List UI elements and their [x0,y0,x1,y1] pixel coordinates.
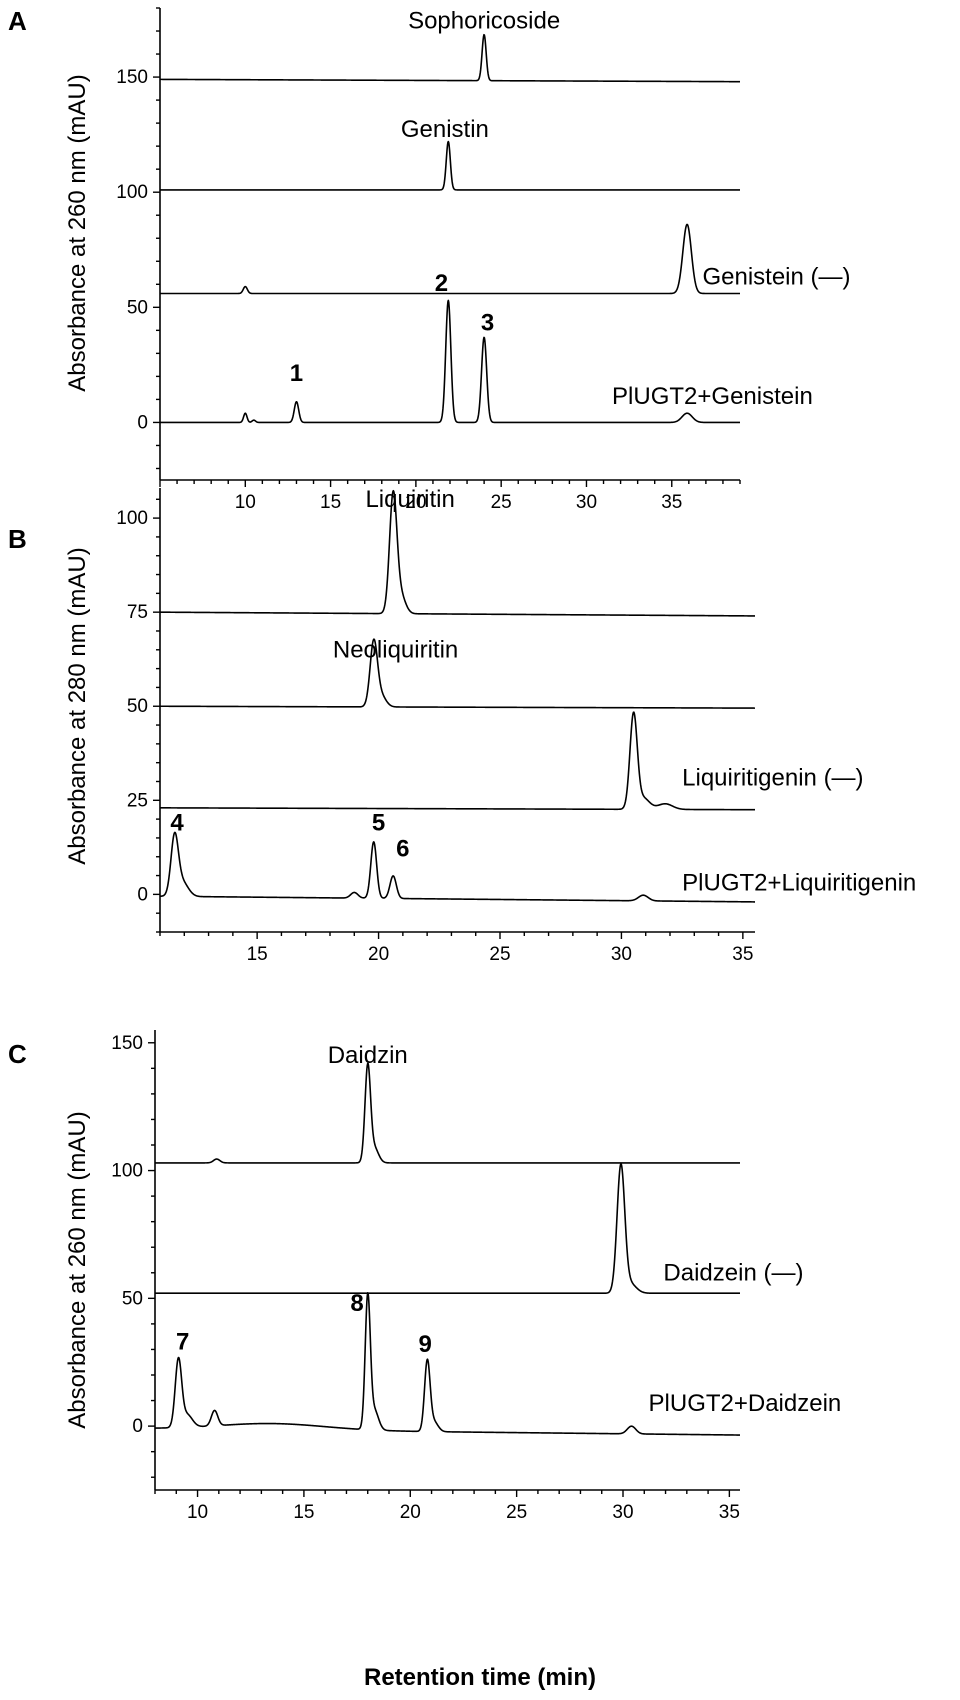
x-tick-label: 15 [247,944,268,965]
panel-c-y-axis-label: Absorbance at 260 nm (mAU) [64,1111,91,1428]
x-tick-label: 10 [235,492,256,513]
trace-label: Sophoricoside [408,8,560,35]
x-tick-label: 15 [320,492,341,513]
panel-b-y-axis-label: Absorbance at 280 nm (mAU) [64,547,91,864]
panel-a-y-axis-label: Absorbance at 260 nm (mAU) [64,74,91,391]
trace-line [159,489,756,617]
trace-line [154,1162,741,1295]
panel-b: B Absorbance at 280 nm (mAU) 0 25 50 75 100 1… [8,486,916,965]
x-tick-label: 30 [612,1502,633,1523]
y-tick-label: 0 [137,884,148,905]
trace-label: PlUGT2+Genistein [612,383,813,410]
x-tick-label: 35 [661,492,682,513]
x-tick-label: 30 [611,944,632,965]
peak-number-label: 1 [290,360,303,387]
trace-label: Liquiritigenin (—) [682,764,863,791]
peak-number-label: 2 [435,270,448,297]
trace-label: PlUGT2+Liquiritigenin [682,870,916,897]
peak-number-label: 4 [170,809,184,836]
x-tick-label: 20 [368,944,389,965]
trace-label: Liquiritin [365,486,454,513]
y-tick-label: 100 [116,182,148,203]
x-tick-label: 15 [293,1502,314,1523]
x-tick-label: 25 [491,492,512,513]
peak-number-label: 8 [350,1290,363,1317]
x-tick-label: 25 [489,944,510,965]
peak-number-label: 5 [372,809,385,836]
x-tick-label: 35 [719,1502,740,1523]
peak-number-label: 3 [481,309,494,336]
y-tick-label: 50 [127,696,148,717]
y-tick-label: 50 [122,1288,143,1309]
trace-label: Daidzin [328,1042,408,1069]
panel-a-letter: A [8,6,27,36]
x-tick-label: 35 [732,944,753,965]
panel-b-letter: B [8,524,27,554]
trace-line [159,140,741,191]
y-tick-label: 50 [127,297,148,318]
y-tick-label: 75 [127,602,148,623]
trace-line [159,831,756,903]
trace-label: Neoliquiritin [333,636,458,663]
panel-a: A Absorbance at 260 nm (mAU) 0 50 100 150 10… [8,6,851,513]
trace-line [154,1292,741,1436]
x-tick-label: 10 [187,1502,208,1523]
y-tick-label: 150 [111,1033,143,1054]
panel-c: C Absorbance at 260 nm (mAU) 0 50 100 150 10… [8,1030,841,1523]
trace-line [159,299,741,424]
y-tick-label: 0 [132,1416,143,1437]
y-tick-label: 100 [116,508,148,529]
x-tick-label: 20 [405,492,426,513]
x-tick-label: 20 [400,1502,421,1523]
trace-label: PlUGT2+Daidzein [649,1390,842,1417]
trace-line [159,711,756,811]
x-tick-label: 25 [506,1502,527,1523]
x-axis-label: Retention time (min) [364,1664,596,1691]
peak-number-label: 6 [396,836,409,863]
peak-number-label: 7 [176,1328,189,1355]
y-tick-label: 100 [111,1161,143,1182]
trace-line [154,1062,741,1164]
panel-c-letter: C [8,1039,27,1069]
trace-label: Genistin [401,116,489,143]
peak-number-label: 9 [418,1331,431,1358]
trace-label: Daidzein (—) [663,1259,803,1286]
x-tick-label: 30 [576,492,597,513]
trace-label: Genistein (—) [702,263,850,290]
trace-line [159,33,741,83]
trace-line [159,638,756,709]
y-tick-label: 150 [116,67,148,88]
trace-line [159,223,741,295]
y-tick-label: 0 [137,412,148,433]
y-tick-label: 25 [127,790,148,811]
